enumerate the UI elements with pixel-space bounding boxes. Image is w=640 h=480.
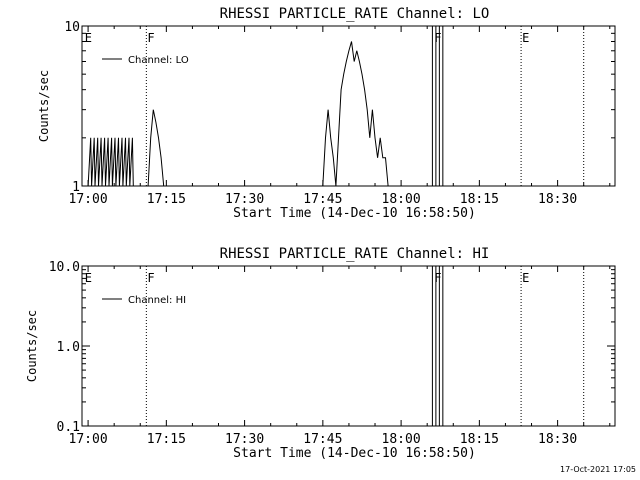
event-marker-label: F — [434, 271, 441, 285]
x-tick-label: 17:00 — [69, 432, 108, 447]
x-axis-label: Start Time (14-Dec-10 16:58:50) — [233, 206, 476, 221]
data-gap-box — [431, 265, 437, 427]
event-marker-label: F — [147, 31, 154, 45]
y-tick-label: 1 — [72, 180, 80, 195]
x-axis-label: Start Time (14-Dec-10 16:58:50) — [233, 446, 476, 461]
x-tick-label: 17:00 — [69, 192, 108, 207]
x-tick-label: 17:30 — [225, 432, 264, 447]
x-tick-label: 17:45 — [303, 192, 342, 207]
series-line-channel-lo — [87, 41, 391, 187]
y-tick-label: 0.1 — [57, 420, 80, 435]
y-axis-label: Counts/sec — [25, 310, 39, 382]
x-tick-label: 17:30 — [225, 192, 264, 207]
x-tick-label: 18:15 — [460, 432, 499, 447]
event-marker-label: F — [147, 271, 154, 285]
event-marker-label: E — [522, 271, 529, 285]
event-marker-label: E — [85, 31, 92, 45]
y-axis-label: Counts/sec — [37, 70, 51, 142]
chart-title: RHESSI PARTICLE_RATE Channel: LO — [220, 6, 490, 22]
legend-label: Channel: LO — [128, 55, 189, 66]
footer-timestamp: 17-Oct-2021 17:05 — [560, 465, 636, 474]
x-tick-label: 18:15 — [460, 192, 499, 207]
event-marker-label: E — [85, 271, 92, 285]
x-tick-label: 18:00 — [382, 192, 421, 207]
plot-frame — [81, 265, 616, 427]
data-gap-box — [431, 25, 437, 187]
event-marker-label: E — [522, 31, 529, 45]
x-tick-label: 18:00 — [382, 432, 421, 447]
data-gap-box — [438, 25, 444, 187]
y-tick-label: 10.0 — [49, 260, 80, 275]
event-marker-label: F — [434, 31, 441, 45]
x-tick-label: 17:15 — [147, 192, 186, 207]
data-gap-box — [438, 265, 444, 427]
x-tick-label: 17:45 — [303, 432, 342, 447]
y-tick-label: 1.0 — [57, 340, 80, 355]
x-tick-label: 18:30 — [538, 432, 577, 447]
chart-title: RHESSI PARTICLE_RATE Channel: HI — [220, 246, 490, 262]
x-tick-label: 17:15 — [147, 432, 186, 447]
legend-label: Channel: HI — [128, 295, 186, 306]
x-tick-label: 18:30 — [538, 192, 577, 207]
y-tick-label: 10 — [64, 20, 80, 35]
